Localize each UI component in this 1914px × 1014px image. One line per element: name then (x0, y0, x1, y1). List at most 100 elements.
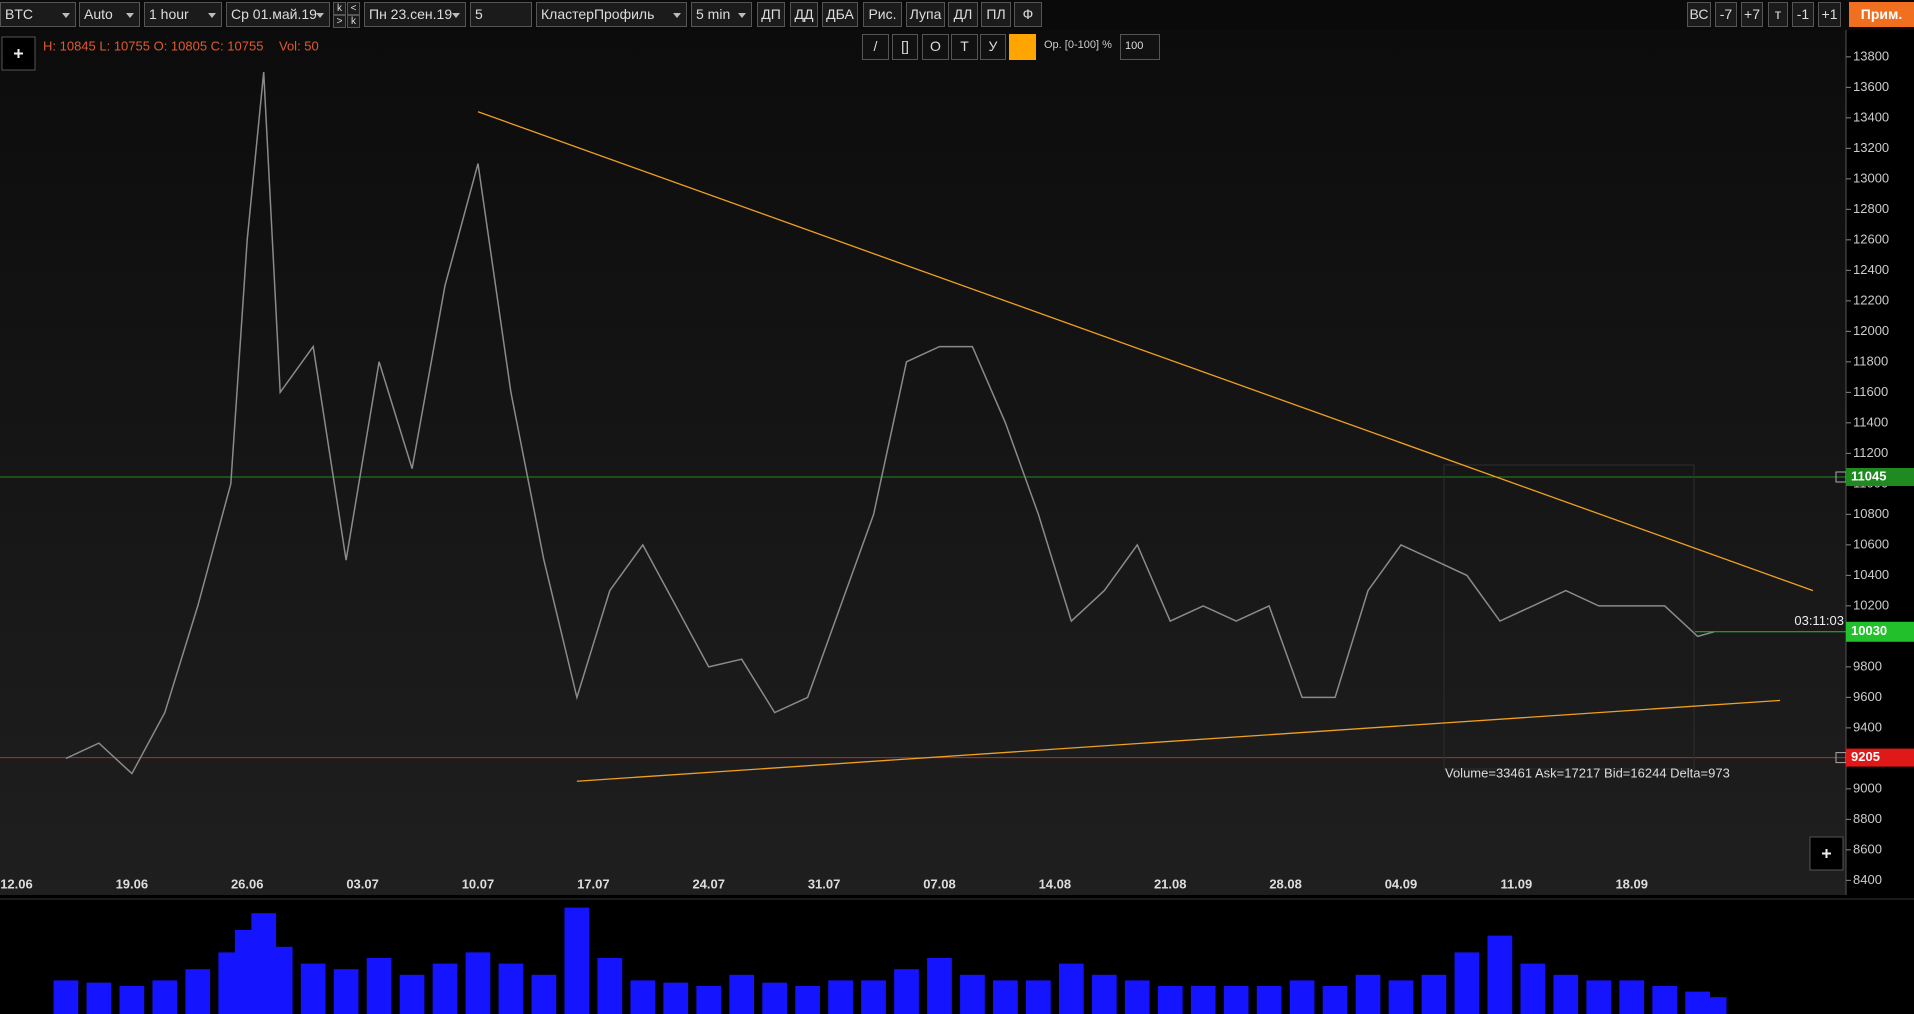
dropdown[interactable]: 5 (470, 2, 532, 27)
volume-bar (1553, 974, 1579, 1014)
dropdown[interactable]: Пн 23.сен.19 (364, 2, 466, 27)
y-tick-label: 13800 (1853, 48, 1889, 63)
opacity-label: Ор. [0-100] %: (1044, 39, 1112, 51)
nav-button[interactable]: > (333, 15, 346, 28)
y-tick-label: 11600 (1853, 384, 1888, 399)
y-tick-label: 11400 (1853, 414, 1888, 429)
tool-button[interactable]: ДД (790, 2, 818, 27)
volume-bar (1520, 963, 1546, 1014)
draw-tool[interactable]: [] (892, 34, 918, 60)
last-price-box (1846, 621, 1914, 642)
tool-button[interactable]: Рис. (863, 2, 902, 27)
nav-step-button[interactable]: +1 (1818, 2, 1841, 27)
volume-bar (894, 969, 919, 1014)
add-icon (1822, 849, 1831, 858)
draw-tool[interactable]: Т (951, 34, 978, 60)
add-icon (14, 49, 23, 58)
draw-tool[interactable]: О (922, 34, 949, 60)
y-tick-label: 12800 (1853, 201, 1889, 216)
level-label-box (1846, 467, 1914, 486)
tool-button[interactable]: Лупа (906, 2, 945, 27)
dropdown[interactable]: 1 hour (144, 2, 222, 27)
volume-bar (333, 969, 359, 1014)
volume-bar (86, 982, 112, 1014)
y-tick-label: 9800 (1853, 658, 1882, 673)
x-tick-label: 26.06 (231, 876, 264, 891)
volume-bar (1289, 980, 1315, 1014)
y-tick-label: 13200 (1853, 140, 1889, 155)
volume-bar (1058, 963, 1084, 1014)
dropdown[interactable]: BTC (0, 2, 76, 27)
plot-background (0, 30, 1846, 895)
nav-step-button[interactable]: т (1768, 2, 1788, 27)
trendline (576, 699, 1781, 782)
nav-button[interactable]: k (347, 15, 360, 28)
volume-bar (927, 958, 952, 1014)
nav-button[interactable]: k (333, 2, 346, 15)
volume-bar (399, 974, 425, 1014)
ohlc-info: H: 10845 L: 10755 O: 10805 C: 10755 (43, 38, 263, 53)
y-tick-label: 12600 (1853, 231, 1889, 246)
volume-bar (267, 946, 293, 1014)
tool-button[interactable]: ДБА (822, 2, 858, 27)
volume-bar (1421, 974, 1447, 1014)
y-tick-label: 13400 (1853, 109, 1889, 124)
volume-bar (1223, 986, 1249, 1014)
volume-bar (1190, 986, 1216, 1014)
dropdown[interactable]: Ср 01.май.19 (226, 2, 330, 27)
volume-bar (1256, 986, 1282, 1014)
y-tick-label: 10800 (1853, 506, 1889, 521)
nav-button[interactable]: < (347, 2, 360, 15)
opacity-input[interactable]: 100 (1120, 34, 1160, 60)
x-tick-label: 18.09 (1615, 876, 1648, 891)
nav-step-button[interactable]: +7 (1741, 2, 1763, 27)
nav-step-button[interactable]: -1 (1792, 2, 1814, 27)
volume-bar (762, 982, 788, 1014)
volume-bar (564, 907, 590, 1014)
volume-bar (1091, 974, 1117, 1014)
y-tick-label: 9000 (1853, 780, 1882, 795)
y-tick-label: 9600 (1853, 689, 1882, 704)
x-tick-label: 04.09 (1385, 876, 1418, 891)
y-tick-label: 12200 (1853, 292, 1889, 307)
tool-button[interactable]: ДП (757, 2, 785, 27)
x-tick-label: 11.09 (1500, 876, 1532, 891)
last-price-label: 10030 (1851, 623, 1887, 638)
x-tick-label: 31.07 (808, 876, 841, 891)
volume-bar (960, 974, 985, 1014)
dropdown[interactable]: КластерПрофиль (536, 2, 687, 27)
nav-step-button[interactable]: ВС (1687, 2, 1711, 27)
x-tick-label: 03.07 (346, 876, 379, 891)
volume-bar (597, 958, 623, 1014)
volume-bar (1388, 980, 1414, 1014)
y-tick-label: 10200 (1853, 597, 1889, 612)
toolbar: BTC Auto 1 hour Ср 01.май.19 Пн 23.сен.19 5 Кл… (0, 0, 1914, 31)
y-tick-label: 13600 (1853, 79, 1889, 94)
volume-bar (993, 980, 1018, 1014)
volume-bar (1586, 980, 1612, 1014)
volume-bar (300, 963, 326, 1014)
x-tick-label: 07.08 (923, 876, 956, 891)
tool-button[interactable]: ДЛ (948, 2, 978, 27)
y-tick-label: 11800 (1853, 353, 1888, 368)
tool-button[interactable]: ПЛ (981, 2, 1011, 27)
color-swatch[interactable] (1009, 34, 1036, 60)
dropdown[interactable]: 5 min (691, 2, 752, 27)
volume-bar (1619, 980, 1645, 1014)
dropdown[interactable]: Auto (79, 2, 140, 27)
volume-bar (828, 980, 853, 1014)
draw-tool[interactable]: У (980, 34, 1006, 60)
volume-bar (185, 969, 211, 1014)
nav-step-button[interactable]: -7 (1715, 2, 1737, 27)
tool-button[interactable]: Ф (1014, 2, 1042, 27)
volume-bar (119, 986, 145, 1014)
notes-button[interactable]: Прим. (1849, 2, 1914, 27)
volume-bar (1454, 952, 1480, 1014)
volume-bar (1157, 986, 1183, 1014)
volume-bar (531, 974, 557, 1014)
y-tick-label: 13000 (1853, 170, 1889, 185)
draw-tool[interactable]: / (862, 34, 889, 60)
volume-bar (1026, 980, 1051, 1014)
y-tick-label: 11200 (1853, 445, 1888, 460)
volume-bar (795, 986, 820, 1014)
